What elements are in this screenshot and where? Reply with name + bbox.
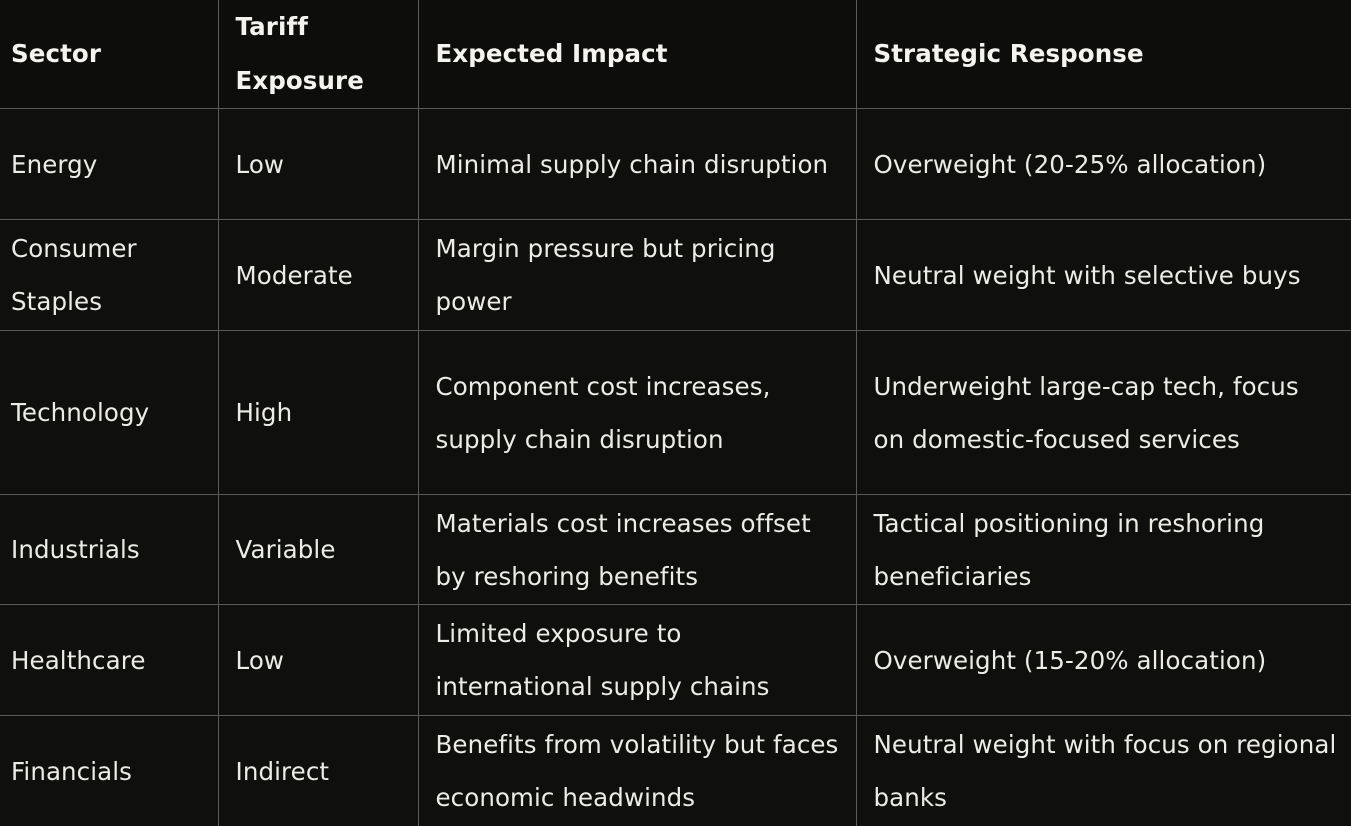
cell-response: Neutral weight with focus on regional ba…	[856, 716, 1351, 826]
cell-response: Neutral weight with selective buys	[856, 220, 1351, 331]
cell-sector: Financials	[0, 716, 218, 826]
cell-response: Tactical positioning in reshoring benefi…	[856, 495, 1351, 605]
header-strategic-response: Strategic Response	[856, 0, 1351, 109]
cell-response: Underweight large-cap tech, focus on dom…	[856, 331, 1351, 495]
cell-impact: Materials cost increases offset by resho…	[418, 495, 856, 605]
cell-exposure: Moderate	[218, 220, 418, 331]
cell-sector: Technology	[0, 331, 218, 495]
cell-exposure: Low	[218, 109, 418, 220]
table-row: Energy Low Minimal supply chain disrupti…	[0, 109, 1351, 220]
header-sector: Sector	[0, 0, 218, 109]
cell-exposure: Variable	[218, 495, 418, 605]
cell-exposure: Low	[218, 605, 418, 716]
cell-sector: Industrials	[0, 495, 218, 605]
table-row: Industrials Variable Materials cost incr…	[0, 495, 1351, 605]
cell-sector: Energy	[0, 109, 218, 220]
table-header: Sector Tariff Exposure Expected Impact S…	[0, 0, 1351, 109]
cell-impact: Margin pressure but pricing power	[418, 220, 856, 331]
cell-response: Overweight (20-25% allocation)	[856, 109, 1351, 220]
cell-sector: Consumer Staples	[0, 220, 218, 331]
header-row: Sector Tariff Exposure Expected Impact S…	[0, 0, 1351, 109]
cell-impact: Limited exposure to international supply…	[418, 605, 856, 716]
table-row: Technology High Component cost increases…	[0, 331, 1351, 495]
cell-impact: Component cost increases, supply chain d…	[418, 331, 856, 495]
table-row: Healthcare Low Limited exposure to inter…	[0, 605, 1351, 716]
table-body: Energy Low Minimal supply chain disrupti…	[0, 109, 1351, 826]
cell-sector: Healthcare	[0, 605, 218, 716]
cell-response: Overweight (15-20% allocation)	[856, 605, 1351, 716]
header-tariff-exposure: Tariff Exposure	[218, 0, 418, 109]
cell-impact: Minimal supply chain disruption	[418, 109, 856, 220]
cell-exposure: Indirect	[218, 716, 418, 826]
table-row: Financials Indirect Benefits from volati…	[0, 716, 1351, 826]
cell-impact: Benefits from volatility but faces econo…	[418, 716, 856, 826]
cell-exposure: High	[218, 331, 418, 495]
table-row: Consumer Staples Moderate Margin pressur…	[0, 220, 1351, 331]
header-expected-impact: Expected Impact	[418, 0, 856, 109]
